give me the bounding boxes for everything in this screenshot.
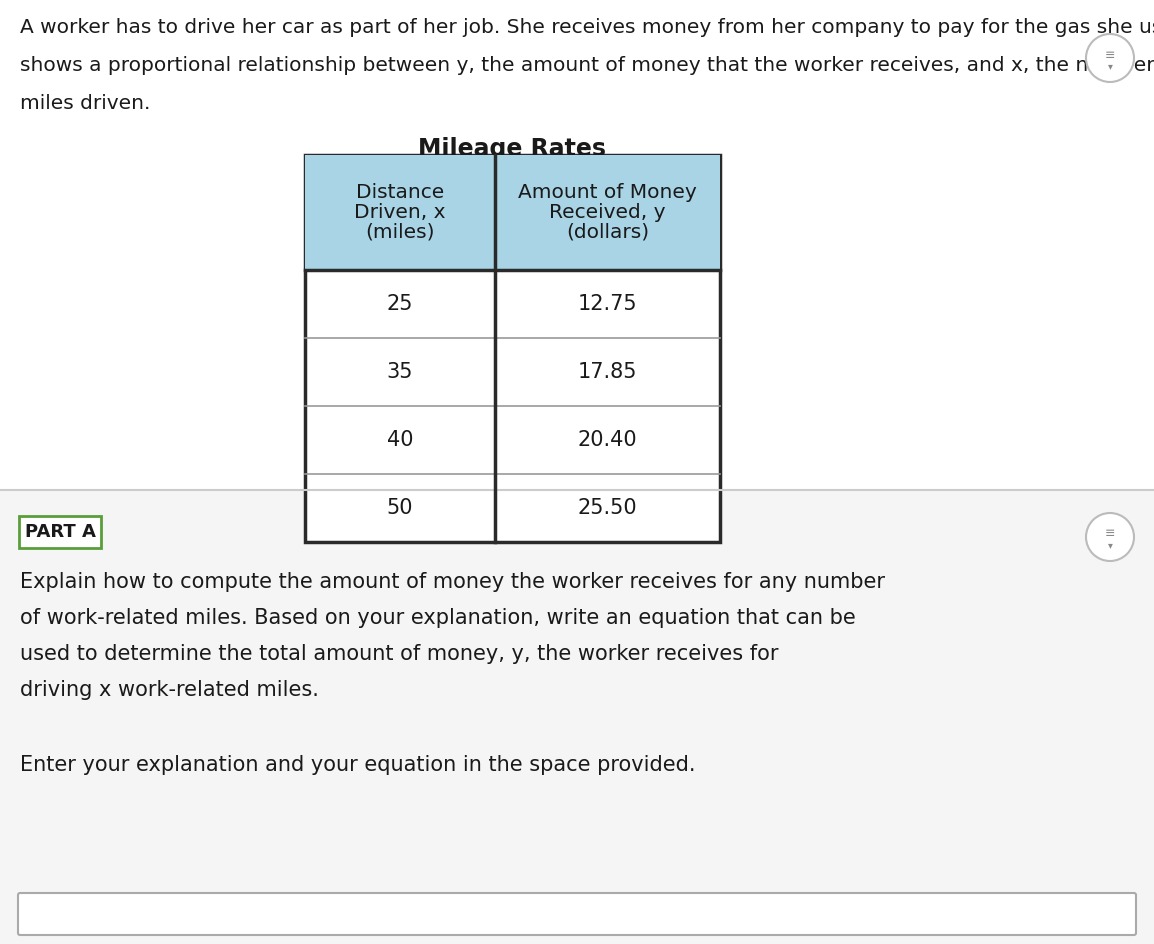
- Text: 20.40: 20.40: [578, 430, 637, 450]
- Text: ▾: ▾: [1108, 61, 1112, 71]
- Bar: [0, 0, 1154, 490]
- FancyBboxPatch shape: [18, 516, 102, 548]
- Circle shape: [1086, 513, 1134, 561]
- Text: Explain how to compute the amount of money the worker receives for any number: Explain how to compute the amount of mon…: [20, 572, 885, 592]
- Bar: [305, 155, 720, 270]
- Bar: [305, 155, 720, 542]
- Text: 12.75: 12.75: [578, 294, 637, 314]
- Text: 50: 50: [387, 498, 413, 518]
- Bar: [0, 490, 1154, 944]
- Text: 17.85: 17.85: [578, 362, 637, 382]
- Text: miles driven.: miles driven.: [20, 94, 150, 113]
- Text: ≡: ≡: [1104, 48, 1115, 61]
- Text: (miles): (miles): [366, 223, 435, 242]
- Text: ▾: ▾: [1108, 540, 1112, 550]
- Text: Received, y: Received, y: [549, 203, 666, 222]
- Text: used to determine the total amount of money, y, the worker receives for: used to determine the total amount of mo…: [20, 644, 779, 664]
- Text: A worker has to drive her car as part of her job. She receives money from her co: A worker has to drive her car as part of…: [20, 18, 1154, 37]
- Text: (dollars): (dollars): [565, 223, 649, 242]
- Text: of work-related miles. Based on your explanation, write an equation that can be: of work-related miles. Based on your exp…: [20, 608, 856, 628]
- Text: 35: 35: [387, 362, 413, 382]
- Text: PART A: PART A: [24, 523, 96, 541]
- Text: Amount of Money: Amount of Money: [518, 183, 697, 202]
- Text: Distance: Distance: [355, 183, 444, 202]
- Text: 25.50: 25.50: [578, 498, 637, 518]
- Text: 25: 25: [387, 294, 413, 314]
- FancyBboxPatch shape: [18, 893, 1136, 935]
- Text: Driven, x: Driven, x: [354, 203, 445, 222]
- Text: shows a proportional relationship between y, the amount of money that the worker: shows a proportional relationship betwee…: [20, 56, 1154, 75]
- Text: driving x work-related miles.: driving x work-related miles.: [20, 680, 319, 700]
- Circle shape: [1086, 34, 1134, 82]
- Text: Enter your explanation and your equation in the space provided.: Enter your explanation and your equation…: [20, 755, 696, 775]
- Text: Mileage Rates: Mileage Rates: [419, 137, 607, 161]
- Text: ≡: ≡: [1104, 528, 1115, 541]
- Text: 40: 40: [387, 430, 413, 450]
